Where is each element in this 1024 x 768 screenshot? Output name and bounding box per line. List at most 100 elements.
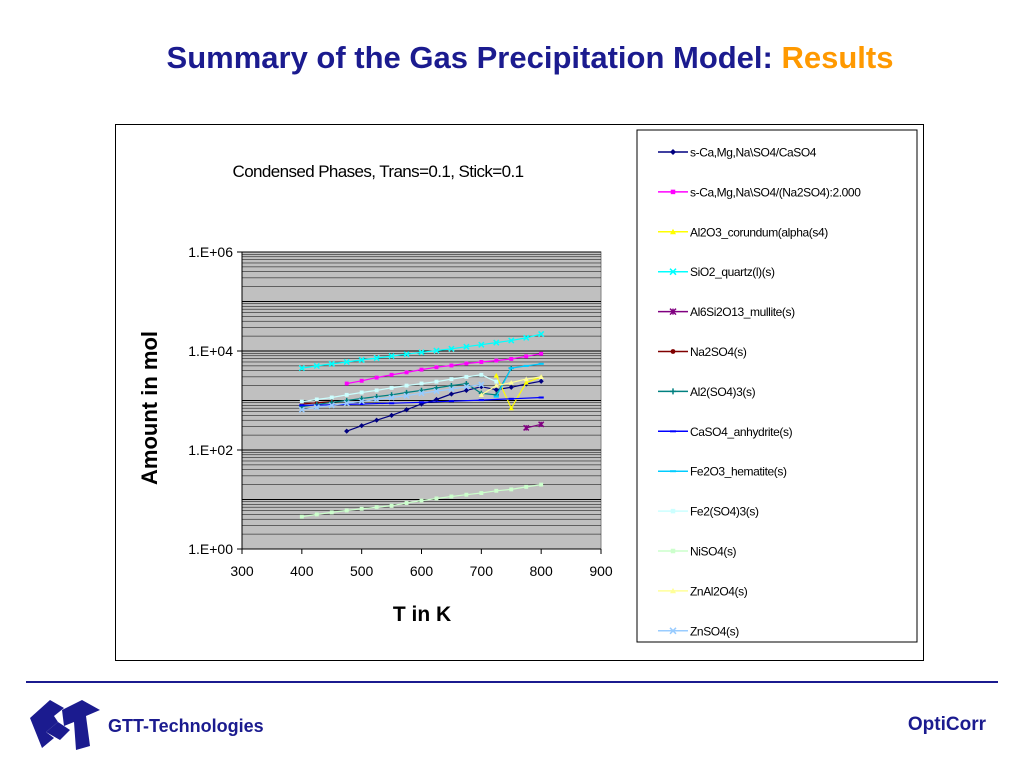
series-point-3 bbox=[478, 341, 485, 348]
series-point-12 bbox=[418, 390, 425, 397]
series-line-0 bbox=[346, 380, 542, 432]
series-point-12 bbox=[403, 392, 410, 399]
series-point-6 bbox=[448, 382, 455, 389]
series-point-0 bbox=[463, 387, 469, 393]
x-tick-label: 600 bbox=[410, 563, 434, 579]
legend-marker-5 bbox=[670, 349, 676, 354]
series-point-11 bbox=[523, 376, 529, 382]
legend-label-6: Al2(SO4)3(s) bbox=[690, 385, 756, 399]
series-point-10 bbox=[404, 501, 409, 505]
series-point-12 bbox=[433, 387, 440, 395]
series-point-12 bbox=[343, 400, 350, 407]
y-tick-label: 1.E+04 bbox=[188, 343, 233, 359]
series-point-0 bbox=[344, 428, 350, 434]
series-point-3 bbox=[343, 358, 350, 366]
series-point-3 bbox=[523, 334, 530, 341]
series-point-0 bbox=[508, 384, 514, 390]
series-point-1 bbox=[389, 372, 394, 377]
legend-label-7: CaSO4_anhydrite(s) bbox=[690, 425, 793, 439]
series-point-11 bbox=[493, 382, 499, 388]
series-line-8 bbox=[495, 363, 542, 397]
x-tick-label: 800 bbox=[529, 563, 553, 579]
legend-marker-0 bbox=[670, 149, 676, 155]
legend-marker-12 bbox=[669, 627, 677, 635]
footer-divider bbox=[26, 681, 998, 683]
slide-title-main: Summary of the Gas Precipitation Model: bbox=[166, 40, 782, 75]
x-tick-label: 700 bbox=[470, 563, 494, 579]
x-tick-label: 300 bbox=[230, 563, 254, 579]
series-point-9 bbox=[374, 388, 379, 393]
y-tick-label: 1.E+00 bbox=[188, 541, 233, 557]
slide-title: Summary of the Gas Precipitation Model: … bbox=[0, 40, 1024, 76]
legend-marker-1 bbox=[670, 189, 676, 195]
series-point-0 bbox=[374, 417, 380, 423]
series-point-12 bbox=[298, 406, 305, 413]
legend-label-5: Na2SO4(s) bbox=[690, 345, 747, 359]
series-point-9 bbox=[359, 390, 364, 395]
x-tick-label: 400 bbox=[290, 563, 314, 579]
series-point-10 bbox=[524, 484, 529, 489]
series-point-0 bbox=[403, 407, 410, 413]
series-point-10 bbox=[449, 494, 454, 499]
series-point-3 bbox=[388, 352, 395, 360]
series-point-10 bbox=[374, 505, 379, 510]
series-point-6 bbox=[359, 395, 365, 402]
series-point-10 bbox=[509, 487, 514, 492]
series-point-2 bbox=[523, 379, 529, 385]
series-point-11 bbox=[478, 392, 484, 397]
series-point-9 bbox=[449, 377, 454, 382]
series-point-12 bbox=[313, 404, 320, 411]
legend-label-9: Fe2(SO4)3(s) bbox=[690, 505, 759, 519]
series-point-0 bbox=[478, 384, 484, 390]
legend-label-8: Fe2O3_hematite(s) bbox=[690, 465, 787, 479]
series-point-11 bbox=[508, 379, 514, 385]
series-point-12 bbox=[358, 398, 365, 405]
x-tick-label: 500 bbox=[350, 563, 374, 579]
series-point-3 bbox=[373, 354, 380, 362]
series-point-9 bbox=[464, 374, 469, 379]
series-point-3 bbox=[463, 343, 470, 350]
series-point-10 bbox=[479, 491, 484, 495]
legend-label-11: ZnAl2O4(s) bbox=[690, 584, 748, 598]
series-point-6 bbox=[433, 385, 440, 391]
series-point-4 bbox=[523, 424, 530, 431]
chart-svg: 300 400 500 600 700 800 900 1.E+00 1.E+02 1.E+04 1… bbox=[137, 129, 918, 643]
series-point-1 bbox=[404, 370, 409, 375]
legend-marker-4 bbox=[669, 308, 677, 316]
series-point-10 bbox=[434, 496, 439, 501]
slide-title-accent: Results bbox=[781, 40, 894, 75]
series-point-9 bbox=[434, 379, 439, 384]
series-point-1 bbox=[509, 357, 514, 361]
series-point-10 bbox=[314, 512, 319, 517]
legend-marker-2 bbox=[670, 228, 676, 235]
series-point-3 bbox=[328, 360, 335, 367]
legend-marker-11 bbox=[670, 587, 676, 594]
series-point-1 bbox=[359, 378, 364, 383]
series-point-6 bbox=[374, 393, 380, 400]
series-point-1 bbox=[434, 365, 439, 370]
series-point-6 bbox=[463, 380, 469, 387]
series-point-0 bbox=[448, 391, 455, 397]
legend-label-4: Al6Si2O13_mullite(s) bbox=[690, 305, 795, 319]
series-point-10 bbox=[539, 482, 544, 487]
series-point-9 bbox=[494, 379, 499, 384]
y-tick-label: 1.E+06 bbox=[188, 244, 233, 260]
series-point-3 bbox=[403, 351, 410, 358]
footer-company: GTT-Technologies bbox=[108, 716, 264, 736]
series-point-3 bbox=[313, 362, 320, 370]
series-point-9 bbox=[419, 381, 424, 386]
y-tick-label: 1.E+02 bbox=[188, 442, 233, 458]
legend-marker-6 bbox=[670, 388, 676, 395]
series-point-0 bbox=[433, 396, 440, 403]
series-point-3 bbox=[448, 345, 455, 352]
y-axis-label: Amount in mol bbox=[137, 331, 162, 485]
series-point-10 bbox=[419, 498, 424, 503]
chart-title: Condensed Phases, Trans=0.1, Stick=0.1 bbox=[233, 162, 524, 181]
series-point-9 bbox=[314, 397, 319, 402]
series-point-2 bbox=[508, 405, 514, 411]
series-line-9 bbox=[301, 374, 497, 403]
series-point-0 bbox=[538, 378, 544, 384]
series-point-3 bbox=[433, 347, 440, 354]
series-point-9 bbox=[404, 383, 409, 388]
series-point-1 bbox=[449, 363, 454, 368]
